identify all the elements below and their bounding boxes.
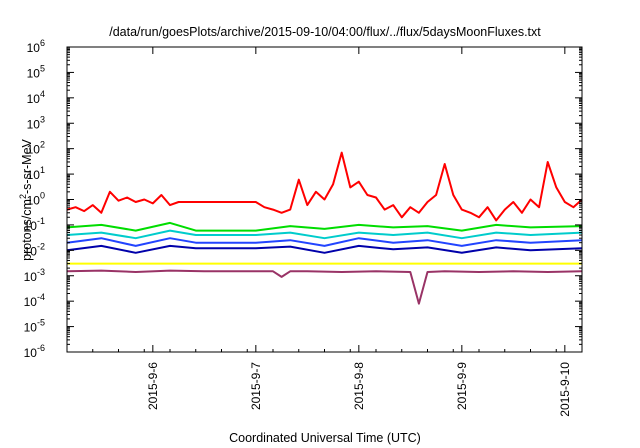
x-axis: 2015-9-6 2015-9-7 2015-9-8 2015-9-9 2015-9-1… bbox=[92, 47, 572, 417]
y-axis-label: protons/cm2-s-sr-MeV bbox=[18, 138, 34, 260]
y-tick-label: 10-1 bbox=[24, 216, 45, 233]
y-tick-label: 10-4 bbox=[24, 292, 45, 309]
y-tick-label: 10-3 bbox=[24, 267, 45, 284]
y-tick-label: 10-6 bbox=[24, 343, 45, 360]
y-tick-label: 100 bbox=[27, 191, 45, 208]
y-tick-label: 104 bbox=[27, 89, 45, 106]
series-line-6 bbox=[66, 269, 583, 305]
y-tick-label: 106 bbox=[27, 38, 45, 55]
y-tick-label: 10-2 bbox=[24, 241, 45, 258]
plot-lines bbox=[66, 151, 583, 305]
series-line-2 bbox=[66, 229, 583, 240]
series-line-3 bbox=[66, 237, 583, 247]
y-tick-label: 103 bbox=[27, 114, 45, 131]
series-line-1 bbox=[66, 221, 583, 232]
x-axis-label: Coordinated Universal Time (UTC) bbox=[229, 431, 421, 445]
x-tick-label: 2015-9-6 bbox=[146, 362, 160, 410]
x-tick-label: 2015-9-8 bbox=[352, 362, 366, 410]
x-tick-label: 2015-9-7 bbox=[249, 362, 263, 410]
x-tick-label: 2015-9-9 bbox=[455, 362, 469, 410]
y-tick-label: 101 bbox=[27, 165, 45, 182]
y-tick-label: 105 bbox=[27, 63, 45, 80]
y-tick-label: 102 bbox=[27, 140, 45, 157]
series-line-4 bbox=[66, 244, 583, 254]
chart-title: /data/run/goesPlots/archive/2015-09-10/0… bbox=[109, 25, 541, 39]
x-tick-label: 2015-9-10 bbox=[558, 362, 572, 417]
y-axis: 10-6 10-5 10-4 10-3 10-2 10-1 100 101 102 103 104 1… bbox=[24, 38, 582, 360]
y-tick-label: 10-5 bbox=[24, 318, 45, 335]
series-line-0 bbox=[66, 151, 583, 222]
